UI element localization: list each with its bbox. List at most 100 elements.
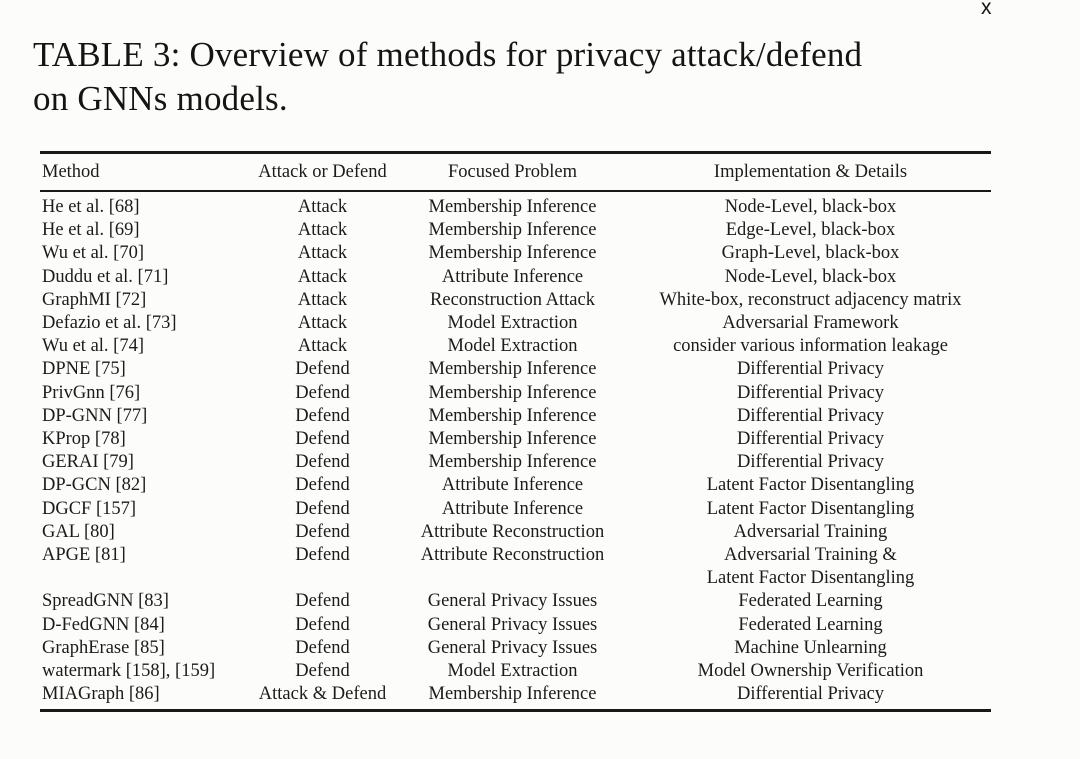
cell-method: He et al. [69] <box>42 220 140 241</box>
column-header-implementation-details: Implementation & Details <box>713 161 908 182</box>
cell-method: MIAGraph [86] <box>42 684 160 705</box>
cell-method: GraphErase [85] <box>42 637 165 658</box>
cell-implementation-details: Federated Learning <box>738 591 883 612</box>
cell-attack-or-defend: Attack <box>297 336 348 357</box>
cell-implementation-details: Adversarial Training <box>733 521 888 542</box>
table-row: Wu et al. [70] Attack Membership Inference… <box>40 242 991 265</box>
cell-method: Wu et al. [74] <box>42 336 144 357</box>
cell-attack-or-defend: Defend <box>295 591 350 612</box>
cell-implementation-details: Differential Privacy <box>736 405 885 426</box>
cell-focused-problem: Attribute Inference <box>441 498 584 519</box>
cell-implementation-details: Differential Privacy <box>736 452 885 473</box>
cell-implementation-details: Machine Unlearning <box>734 637 887 658</box>
methods-overview-table: Method Attack or Defend Focused Problem Imp… <box>40 151 991 713</box>
table-header-rule <box>40 190 991 192</box>
cell-implementation-details: Differential Privacy <box>736 429 885 450</box>
cell-implementation-details: Model Ownership Verification <box>697 661 924 682</box>
cell-method: SpreadGNN [83] <box>42 591 169 612</box>
table-row: GraphErase [85] Defend General Privacy Iss… <box>40 637 991 660</box>
cell-focused-problem: Model Extraction <box>447 313 578 334</box>
table-row: SpreadGNN [83] Defend General Privacy Issu… <box>40 590 991 613</box>
cell-implementation-details: Adversarial Framework <box>722 313 899 334</box>
cell-focused-problem: Membership Inference <box>428 452 597 473</box>
table-row: GERAI [79] Defend Membership Inference Diff… <box>40 451 991 474</box>
cell-method: Defazio et al. [73] <box>42 313 177 334</box>
cell-implementation-details: Differential Privacy <box>736 684 885 705</box>
table-row: Defazio et al. [73] Attack Model Extractio… <box>40 312 991 335</box>
cell-implementation-details: Differential Privacy <box>736 359 885 380</box>
cell-method: GAL [80] <box>42 521 115 542</box>
table-body: He et al. [68] Attack Membership Inference… <box>40 192 991 706</box>
cell-method: APGE [81] <box>42 545 126 566</box>
cell-method: watermark [158], [159] <box>42 661 216 682</box>
cell-focused-problem: Attribute Inference <box>441 475 584 496</box>
cell-method: Wu et al. [70] <box>42 243 144 264</box>
cell-method: DGCF [157] <box>42 498 137 519</box>
cell-focused-problem: Membership Inference <box>428 220 597 241</box>
cell-method: DPNE [75] <box>42 359 126 380</box>
table-row: GraphMI [72] Attack Reconstruction Attack W… <box>40 289 991 312</box>
cell-implementation-details: Adversarial Training & Latent Factor Dis… <box>706 545 915 589</box>
caption-line-1: TABLE 3: Overview of methods for privacy… <box>33 35 863 74</box>
table-top-rule <box>40 151 991 154</box>
cell-attack-or-defend: Attack <box>297 243 348 264</box>
table-row: PrivGnn [76] Defend Membership Inference Di… <box>40 382 991 405</box>
cell-attack-or-defend: Attack <box>297 220 348 241</box>
table-row: DP-GNN [77] Defend Membership Inference Dif… <box>40 405 991 428</box>
column-header-focused-problem: Focused Problem <box>448 161 577 182</box>
cell-attack-or-defend: Attack <box>297 313 348 334</box>
cell-implementation-details: Federated Learning <box>738 614 883 635</box>
cell-method: GraphMI [72] <box>42 289 147 310</box>
caption-line-2: on GNNs models. <box>33 79 288 118</box>
cell-method: D-FedGNN [84] <box>42 614 165 635</box>
cell-focused-problem: Membership Inference <box>428 359 597 380</box>
cell-focused-problem: Model Extraction <box>447 336 578 357</box>
cell-focused-problem: Membership Inference <box>428 243 597 264</box>
cell-method: DP-GCN [82] <box>42 475 147 496</box>
cell-focused-problem: General Privacy Issues <box>427 614 598 635</box>
cell-focused-problem: Membership Inference <box>428 405 597 426</box>
cell-focused-problem: Attribute Reconstruction <box>420 545 605 566</box>
table-row: APGE [81] Defend Attribute Reconstruction A… <box>40 544 991 590</box>
cell-method: He et al. [68] <box>42 197 140 217</box>
cell-method: KProp [78] <box>42 429 126 450</box>
cell-method: Duddu et al. [71] <box>42 266 169 287</box>
table-row: MIAGraph [86] Attack & Defend Membership I… <box>40 683 991 706</box>
cell-attack-or-defend: Defend <box>295 637 350 658</box>
cell-implementation-details: Graph-Level, black-box <box>721 243 900 264</box>
column-header-method: Method <box>42 161 100 182</box>
cell-attack-or-defend: Defend <box>295 475 350 496</box>
cell-implementation-details: consider various information leakage <box>673 336 948 357</box>
cell-focused-problem: Reconstruction Attack <box>430 289 595 310</box>
cell-method: GERAI [79] <box>42 452 134 473</box>
cell-attack-or-defend: Attack <box>297 266 348 287</box>
cell-attack-or-defend: Attack <box>297 289 348 310</box>
cell-focused-problem: Membership Inference <box>428 684 597 705</box>
cell-attack-or-defend: Defend <box>295 498 350 519</box>
cell-focused-problem: Model Extraction <box>447 661 578 682</box>
cell-method: PrivGnn [76] <box>42 382 141 403</box>
table-row: He et al. [69] Attack Membership Inference… <box>40 219 991 242</box>
cell-focused-problem: General Privacy Issues <box>427 637 598 658</box>
cell-method: DP-GNN [77] <box>42 405 148 426</box>
cell-attack-or-defend: Defend <box>295 359 350 380</box>
cell-attack-or-defend: Defend <box>295 521 350 542</box>
table-row: He et al. [68] Attack Membership Inference… <box>40 196 991 219</box>
table-row: watermark [158], [159] Defend Model Extrac… <box>40 660 991 683</box>
cell-focused-problem: Membership Inference <box>428 429 597 450</box>
cell-attack-or-defend: Defend <box>295 382 350 403</box>
cell-attack-or-defend: Defend <box>295 545 350 566</box>
cell-focused-problem: General Privacy Issues <box>427 591 598 612</box>
cell-focused-problem: Membership Inference <box>428 382 597 403</box>
table-header-row: Method Attack or Defend Focused Problem Imp… <box>40 154 991 190</box>
table-row: Duddu et al. [71] Attack Attribute Inferen… <box>40 266 991 289</box>
table-row: DP-GCN [82] Defend Attribute Inference Late… <box>40 474 991 497</box>
cell-focused-problem: Attribute Inference <box>441 266 584 287</box>
cell-implementation-details: Latent Factor Disentangling <box>706 475 915 496</box>
cell-focused-problem: Membership Inference <box>428 197 597 217</box>
cell-attack-or-defend: Defend <box>295 452 350 473</box>
page-number-mark: x <box>981 0 992 19</box>
cell-implementation-details: Latent Factor Disentangling <box>706 498 915 519</box>
cell-implementation-details: Node-Level, black-box <box>724 266 897 287</box>
